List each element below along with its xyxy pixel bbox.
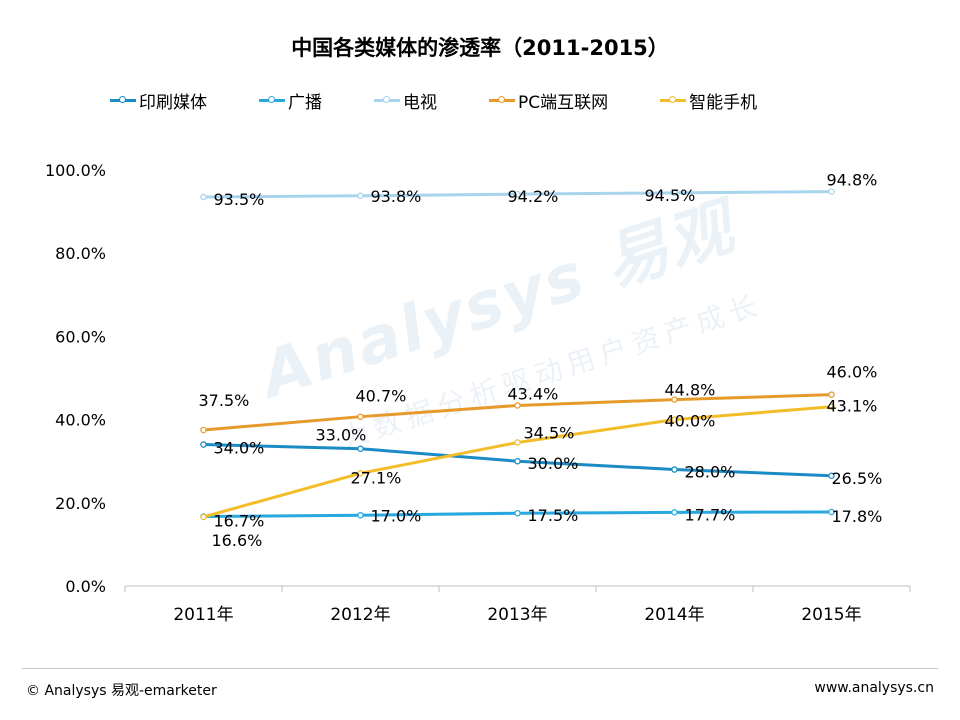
chart-title: 中国各类媒体的渗透率（2011-2015） <box>291 36 669 60</box>
data-point <box>357 512 364 519</box>
data-point <box>200 513 207 521</box>
y-tick-label: 0.0% <box>65 577 106 596</box>
data-label: 16.6% <box>212 531 263 550</box>
data-label: 40.0% <box>665 412 716 431</box>
data-label: 94.8% <box>827 171 878 190</box>
data-point <box>200 426 207 434</box>
legend-label: 印刷媒体 <box>139 93 207 113</box>
data-label: 17.0% <box>371 506 422 525</box>
x-tick-label: 2013年 <box>487 605 547 625</box>
data-point <box>514 509 521 517</box>
data-point <box>200 441 207 448</box>
data-point <box>357 192 364 200</box>
y-tick-label: 60.0% <box>55 327 106 346</box>
data-point <box>357 413 364 420</box>
data-label: 33.0% <box>316 426 367 445</box>
legend-swatch <box>660 96 687 103</box>
data-point <box>200 193 207 201</box>
line-chart: 0.0% 20.0% 40.0% 60.0% 80.0% 100.0% 2011年 2012年… <box>45 161 911 625</box>
x-tick-label: 2011年 <box>173 605 233 625</box>
data-point <box>828 472 835 480</box>
legend-swatch <box>110 96 136 103</box>
data-label: 46.0% <box>827 363 878 382</box>
data-label: 43.1% <box>827 397 878 416</box>
data-label: 94.2% <box>508 187 559 206</box>
data-label: 34.5% <box>524 423 575 442</box>
data-point <box>828 508 835 516</box>
data-label: 17.7% <box>685 505 736 524</box>
footer-copyright: © Analysys 易观-emarketer <box>26 683 217 699</box>
data-label: 43.4% <box>508 384 559 403</box>
data-label: 94.5% <box>645 186 696 205</box>
data-label: 28.0% <box>685 463 736 482</box>
legend-swatch <box>259 96 285 103</box>
data-point <box>671 189 678 197</box>
data-point <box>828 188 835 195</box>
legend-swatch <box>489 96 515 103</box>
x-tick-label: 2012年 <box>330 605 390 625</box>
legend-label: 电视 <box>403 93 437 113</box>
data-label: 44.8% <box>665 381 716 400</box>
data-point <box>671 416 678 423</box>
data-point <box>514 439 521 446</box>
data-label: 30.0% <box>528 454 579 473</box>
legend-item: 智能手机 <box>660 88 757 113</box>
data-label: 93.5% <box>214 190 265 209</box>
y-tick-label: 80.0% <box>55 244 106 263</box>
data-label: 37.5% <box>199 391 250 410</box>
data-point <box>671 396 678 403</box>
data-point <box>828 391 835 398</box>
legend-label: 智能手机 <box>689 93 758 113</box>
y-tick-label: 100.0% <box>45 161 106 180</box>
x-tick-label: 2014年 <box>644 605 704 625</box>
legend-swatch <box>374 96 400 103</box>
data-label: 34.0% <box>214 439 265 458</box>
y-tick-label: 20.0% <box>55 494 106 513</box>
chart-legend: 印刷媒体 广播 电视 PC端互联网 智能手机 <box>110 88 809 113</box>
data-point <box>357 470 364 477</box>
data-label: 17.8% <box>832 507 883 526</box>
legend-item: 印刷媒体 <box>110 88 207 113</box>
data-label: 16.7% <box>214 512 265 531</box>
legend-item: PC端互联网 <box>489 88 608 113</box>
data-point <box>514 457 521 465</box>
x-tick-label: 2015年 <box>801 605 861 625</box>
data-point <box>828 403 835 410</box>
data-point <box>514 402 521 409</box>
y-tick-label: 40.0% <box>55 411 106 430</box>
legend-label: PC端互联网 <box>518 93 609 113</box>
data-label: 93.8% <box>371 187 422 206</box>
data-label: 26.5% <box>832 469 883 488</box>
data-point <box>357 445 364 452</box>
data-label: 27.1% <box>351 468 402 487</box>
footer-url[interactable]: www.analysys.cn <box>814 680 934 696</box>
data-point <box>671 466 678 473</box>
data-point <box>671 509 678 516</box>
legend-item: 电视 <box>374 88 437 113</box>
data-label: 40.7% <box>356 387 407 406</box>
legend-label: 广播 <box>288 93 322 113</box>
legend-item: 广播 <box>259 88 322 113</box>
footer-divider <box>22 668 938 669</box>
data-point <box>514 190 521 198</box>
data-label: 17.5% <box>528 506 579 525</box>
